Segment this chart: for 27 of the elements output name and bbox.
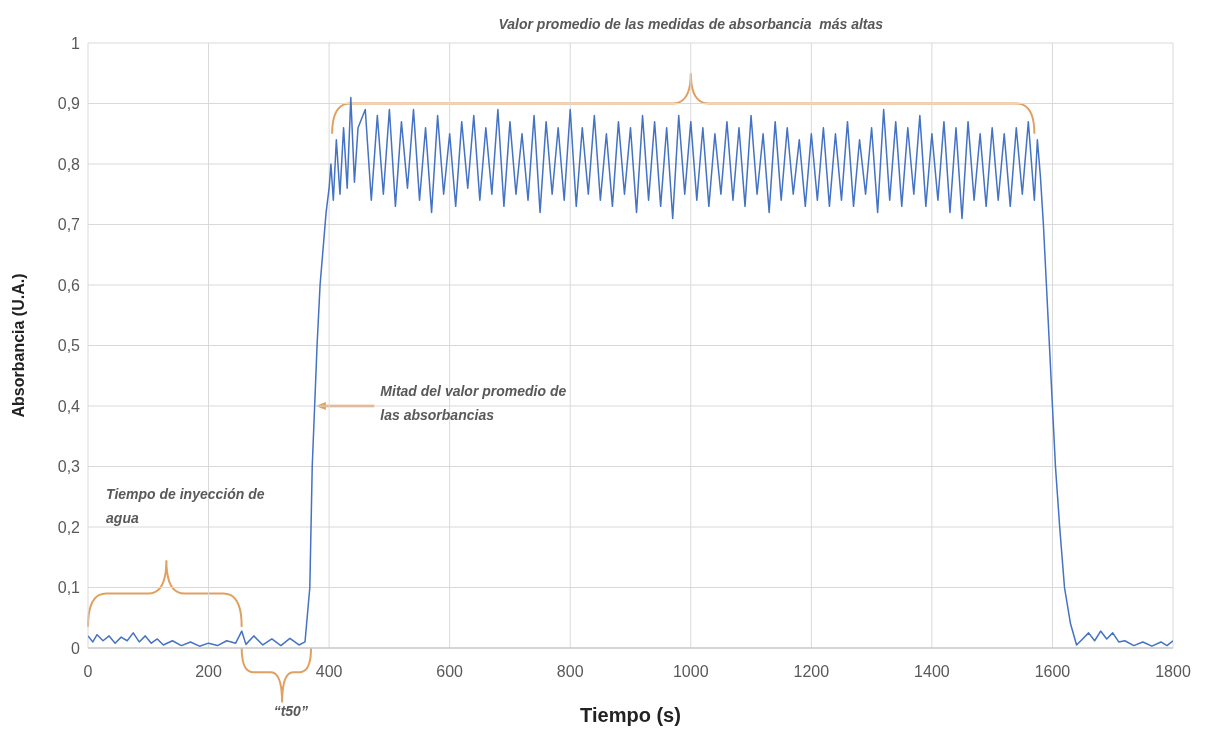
y-tick-label: 0,5 (57, 337, 81, 355)
y-tick-label: 1 (71, 34, 81, 52)
x-tick-label: 1600 (1034, 663, 1071, 681)
annotation: Tiempo de inyección de agua (106, 484, 266, 528)
x-axis-title: Tiempo (s) (580, 704, 681, 726)
y-tick-label: 0,6 (57, 276, 81, 294)
y-tick-label: 0,4 (57, 397, 81, 415)
x-tick-label: 600 (436, 663, 464, 681)
y-tick-label: 0,1 (57, 579, 81, 597)
y-tick-label: 0,7 (57, 216, 81, 234)
x-tick-label: 400 (315, 663, 343, 681)
annotation: Mitad del valor promedio de las absorbancias (380, 381, 568, 425)
y-tick-label: 0,9 (57, 95, 81, 113)
y-axis-title: Absorbancia (U.A.) (9, 273, 27, 418)
x-tick-label: 0 (83, 663, 93, 681)
x-tick-label: 1200 (793, 663, 830, 681)
y-tick-label: 0,8 (57, 155, 81, 173)
x-tick-label: 800 (556, 663, 584, 681)
x-tick-label: 1800 (1155, 663, 1191, 681)
y-tick-label: 0,2 (57, 518, 81, 536)
x-tick-label: 200 (195, 663, 222, 681)
y-tick-label: 0 (71, 639, 81, 657)
text: Valor promedio de las medidas de absorbancia más altas (497, 15, 885, 34)
text: “t50” (273, 702, 309, 721)
x-tick-label: 1000 (672, 663, 709, 681)
x-tick-label: 1400 (914, 663, 950, 681)
y-tick-label: 0,3 (57, 458, 81, 476)
